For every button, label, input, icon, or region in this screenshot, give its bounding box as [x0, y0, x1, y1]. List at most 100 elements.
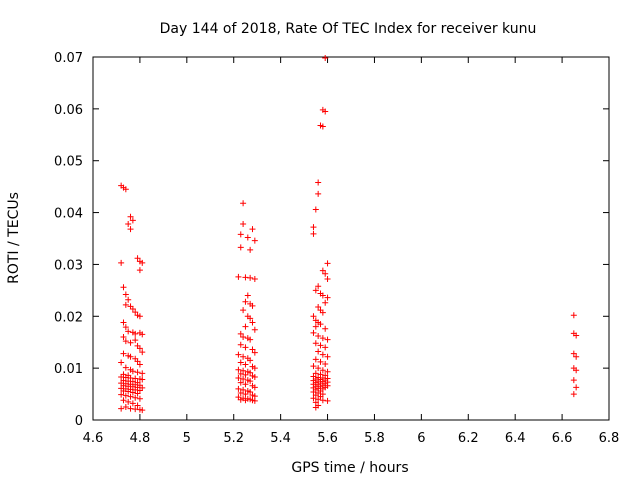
x-axis: 4.6 4.8 5 5.2 5.4 5.6 5.8 6 6.2 6.4 6.6 6.8	[83, 57, 620, 446]
data-point	[235, 385, 242, 392]
data-point	[249, 226, 256, 233]
y-tick-label: 0.05	[54, 155, 83, 170]
data-point	[136, 395, 143, 402]
data-point	[118, 359, 125, 366]
data-point	[324, 368, 331, 375]
data-point	[122, 374, 129, 381]
data-point	[139, 331, 146, 338]
data-point	[251, 237, 258, 244]
data-point	[573, 332, 580, 339]
data-point	[132, 406, 139, 413]
data-point	[573, 367, 580, 374]
x-tick-label: 5	[183, 431, 191, 446]
data-point	[237, 379, 244, 386]
data-point	[120, 350, 127, 357]
data-point	[242, 323, 249, 330]
data-point	[319, 397, 326, 404]
data-point	[139, 376, 146, 383]
data-point	[134, 255, 141, 262]
data-point	[312, 356, 319, 363]
data-point	[132, 309, 139, 316]
data-point	[237, 370, 244, 377]
data-point	[249, 319, 256, 326]
data-point	[132, 330, 139, 337]
data-point	[242, 274, 249, 281]
y-tick-label: 0.06	[54, 103, 83, 118]
data-point	[132, 375, 139, 382]
data-point	[118, 373, 125, 380]
data-point	[237, 231, 244, 238]
data-point	[310, 313, 317, 320]
x-tick-label: 5.2	[223, 431, 244, 446]
data-point	[573, 353, 580, 360]
data-point	[125, 388, 132, 395]
data-point	[324, 275, 331, 282]
data-point	[244, 292, 251, 299]
data-point	[237, 390, 244, 397]
x-tick-label: 4.8	[130, 431, 151, 446]
data-point	[122, 338, 129, 345]
data-point	[249, 302, 256, 309]
data-point	[251, 397, 258, 404]
data-point	[251, 349, 258, 356]
data-point	[242, 371, 249, 378]
data-point	[240, 307, 247, 314]
data-point	[242, 391, 249, 398]
data-point	[136, 267, 143, 274]
plot-frame	[92, 56, 610, 421]
y-tick-label: 0.02	[54, 310, 83, 325]
data-point	[136, 387, 143, 394]
data-point	[127, 374, 134, 381]
data-point	[235, 374, 242, 381]
data-point	[139, 407, 146, 414]
data-point	[240, 220, 247, 227]
data-point	[570, 312, 577, 319]
data-point	[120, 334, 127, 341]
data-point	[139, 349, 146, 356]
data-point	[315, 283, 322, 290]
data-point	[319, 367, 326, 374]
data-point	[134, 402, 141, 409]
data-point	[249, 346, 256, 353]
data-point	[319, 123, 326, 130]
data-point	[319, 351, 326, 358]
data-point	[242, 397, 249, 404]
data-point	[247, 369, 254, 376]
x-tick-label: 6.8	[599, 431, 620, 446]
data-point	[134, 390, 141, 397]
chart-title: Day 144 of 2018, Rate Of TEC Index for r…	[160, 21, 537, 37]
data-point	[312, 370, 319, 377]
data-point	[240, 376, 247, 383]
y-axis: 0 0.01 0.02 0.03 0.04 0.05 0.06 0.07	[54, 51, 609, 429]
data-point	[312, 340, 319, 347]
data-point	[136, 313, 143, 320]
data-point	[129, 306, 136, 313]
data-point	[242, 361, 249, 368]
data-point	[125, 328, 132, 335]
y-tick-label: 0.03	[54, 258, 83, 273]
data-point	[235, 273, 242, 280]
data-point	[322, 108, 329, 115]
data-point	[125, 398, 132, 405]
data-point	[324, 260, 331, 267]
data-point	[132, 337, 139, 344]
data-point	[317, 358, 324, 365]
data-point	[324, 294, 331, 301]
data-point	[315, 396, 322, 403]
x-tick-label: 6	[417, 431, 425, 446]
data-point	[235, 366, 242, 373]
data-point	[237, 341, 244, 348]
data-point	[120, 284, 127, 291]
data-point	[324, 353, 331, 360]
data-point	[136, 361, 143, 368]
x-tick-label: 5.6	[317, 431, 338, 446]
data-point	[129, 389, 136, 396]
y-tick-label: 0	[75, 414, 83, 429]
x-tick-label: 4.6	[83, 431, 104, 446]
data-point	[570, 391, 577, 398]
data-point	[237, 330, 244, 337]
data-point	[315, 365, 322, 372]
data-point	[312, 399, 319, 406]
data-point	[127, 353, 134, 360]
data-point	[247, 388, 254, 395]
